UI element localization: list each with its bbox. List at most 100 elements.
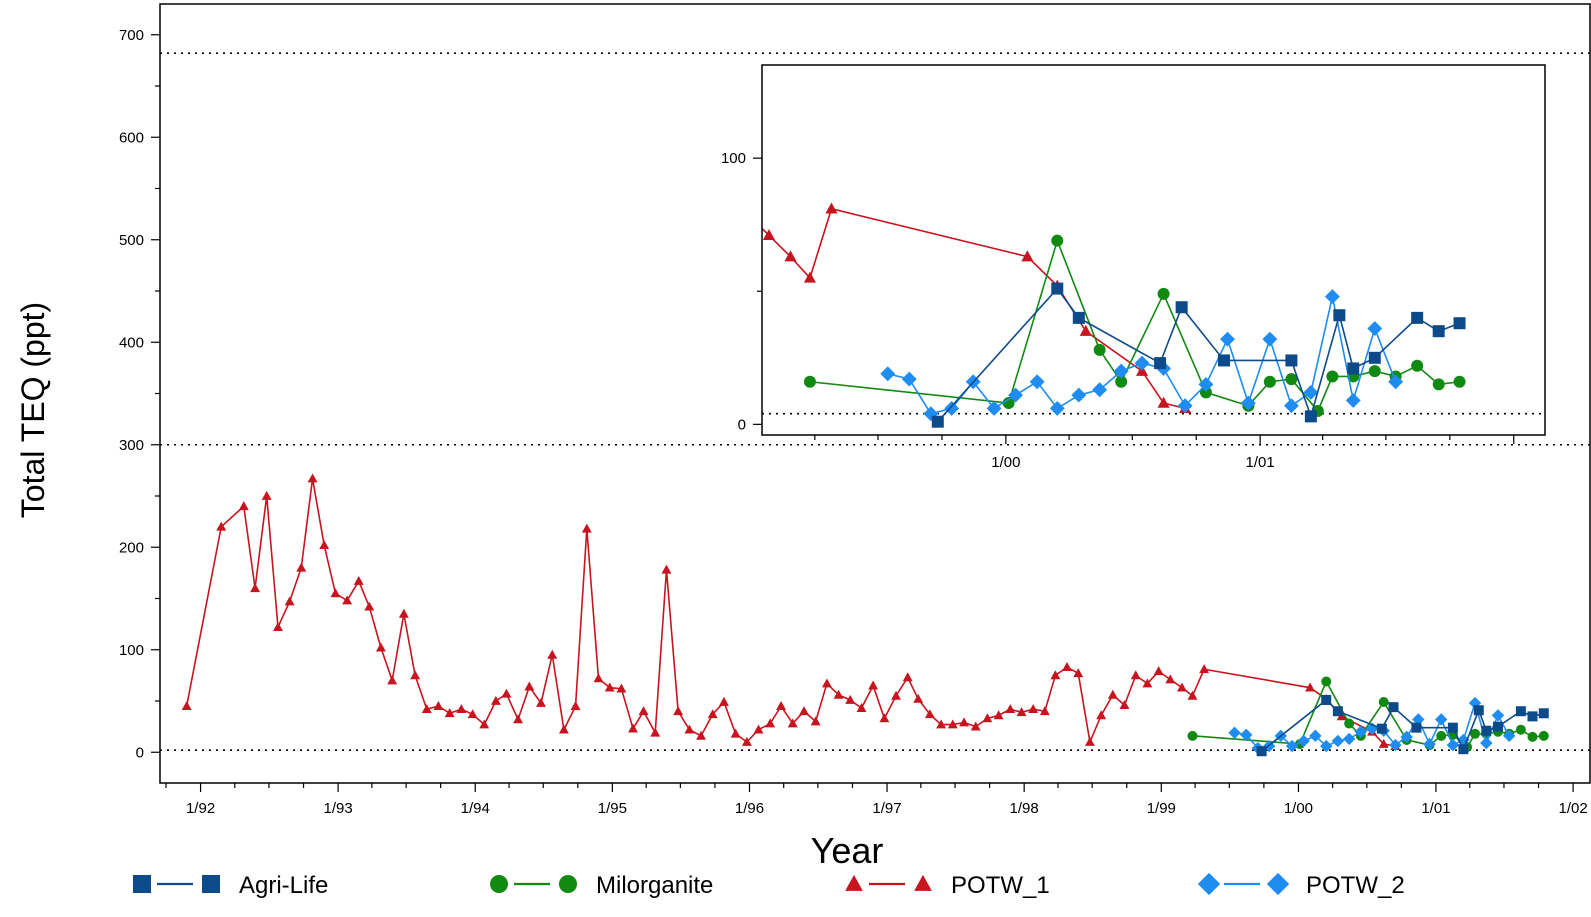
data-point-potw-1-12	[353, 575, 364, 585]
inset-data-point-potw-1-85	[803, 271, 816, 283]
inset-data-point-potw-2-17	[1240, 395, 1256, 411]
inset-data-point-potw-2-11	[1113, 363, 1129, 379]
data-point-potw-1-0	[181, 700, 192, 710]
main-reference-lines	[160, 52, 1590, 752]
inset-data-point-potw-2-8	[1049, 400, 1065, 416]
inset-data-point-potw-2-3	[944, 400, 960, 416]
data-point-potw-1-37	[638, 706, 649, 716]
data-point-potw-1-62	[924, 709, 935, 719]
data-point-potw-2-15	[1400, 730, 1413, 744]
data-point-potw-1-60	[902, 672, 913, 682]
legend-label-agri-life: Agri-Life	[239, 872, 328, 899]
inset-data-point-milorganite-2	[1051, 234, 1064, 247]
data-point-milorganite-8	[1436, 730, 1447, 741]
data-point-potw-1-45	[730, 728, 741, 738]
data-point-potw-1-54	[833, 689, 844, 699]
data-point-agri-life-10	[1492, 721, 1503, 732]
x-tick-label-1-97: 1/97	[872, 800, 901, 817]
data-point-agri-life-13	[1538, 708, 1549, 719]
inset-data-point-potw-2-22	[1345, 392, 1361, 408]
data-point-milorganite-16	[1527, 731, 1538, 742]
data-point-potw-1-83	[1165, 674, 1176, 684]
x-tick-label-1-00: 1/00	[1284, 800, 1313, 817]
data-point-potw-2-20	[1457, 733, 1470, 747]
data-point-milorganite-17	[1538, 730, 1549, 741]
inset-axes: 0 100 1/00 1/01	[721, 150, 1515, 471]
data-point-potw-2-7	[1309, 729, 1322, 743]
data-point-potw-1-77	[1096, 710, 1107, 720]
data-point-potw-2-12	[1365, 722, 1379, 735]
inset-data-point-potw-2-7	[1029, 374, 1045, 390]
inset-series-milorganite	[803, 234, 1466, 418]
data-point-potw-1-21	[456, 704, 467, 714]
legend-marker-agri-life	[202, 875, 220, 893]
series-agri-life	[1256, 694, 1549, 757]
legend-item-potw-2: POTW_2	[1197, 872, 1405, 899]
inset-data-point-agri-life-4	[1175, 301, 1188, 314]
data-point-agri-life-4	[1388, 702, 1399, 713]
inset-x-tick-label-1-00: 1/00	[991, 454, 1020, 471]
data-point-potw-1-4	[261, 490, 272, 500]
data-point-potw-2-24	[1503, 729, 1516, 743]
data-point-potw-1-8	[307, 473, 318, 483]
inset-data-point-potw-1-91	[1157, 396, 1170, 408]
data-point-potw-1-25	[501, 688, 512, 698]
inset-data-point-agri-life-5	[1218, 354, 1231, 367]
data-point-potw-1-87	[1305, 682, 1316, 692]
data-point-potw-1-82	[1153, 666, 1164, 676]
data-point-potw-1-9	[319, 540, 330, 550]
x-tick-label-1-01: 1/01	[1421, 800, 1450, 817]
data-point-potw-2-11	[1354, 725, 1368, 738]
data-point-potw-1-28	[536, 697, 546, 707]
data-point-potw-1-11	[342, 595, 353, 605]
data-point-potw-1-76	[1084, 736, 1095, 746]
data-point-potw-1-18	[421, 704, 432, 714]
x-tick-label-1-02: 1/02	[1558, 800, 1587, 817]
x-tick-label-1-98: 1/98	[1010, 800, 1039, 817]
data-point-potw-1-10	[330, 588, 341, 598]
data-point-potw-1-1	[216, 521, 227, 531]
data-point-milorganite-0	[1187, 730, 1198, 741]
inset-data-point-milorganite-9	[1285, 373, 1298, 386]
data-point-potw-1-52	[810, 716, 821, 726]
data-point-potw-1-29	[547, 649, 558, 659]
inset-data-point-potw-1-83	[762, 229, 775, 241]
legend-marker-potw-2	[1266, 872, 1290, 896]
inset-data-point-potw-2-20	[1303, 384, 1319, 400]
inset-data-point-milorganite-11	[1326, 370, 1339, 383]
data-point-potw-1-78	[1107, 689, 1118, 699]
legend-item-potw-1: POTW_1	[845, 872, 1050, 899]
data-point-potw-2-1	[1240, 728, 1253, 742]
x-tick-label-1-94: 1/94	[461, 800, 490, 817]
data-point-potw-1-44	[719, 696, 729, 706]
data-point-milorganite-5	[1378, 697, 1389, 708]
data-point-potw-1-72	[1039, 706, 1050, 716]
inset-data-point-potw-2-12	[1134, 355, 1150, 371]
data-point-potw-1-15	[387, 675, 398, 685]
inset-background	[762, 65, 1545, 435]
data-point-potw-2-23	[1491, 709, 1505, 722]
data-point-potw-1-57	[868, 680, 879, 690]
data-point-potw-2-8	[1320, 739, 1333, 753]
data-point-potw-1-22	[467, 709, 478, 719]
data-point-potw-2-19	[1446, 738, 1460, 752]
data-point-potw-1-32	[581, 523, 592, 533]
inset-data-point-potw-2-21	[1324, 289, 1340, 305]
legend-marker-milorganite	[490, 875, 508, 893]
inset-data-point-milorganite-8	[1263, 375, 1276, 388]
data-point-agri-life-9	[1481, 725, 1492, 736]
data-point-potw-1-86	[1199, 664, 1210, 674]
data-point-potw-1-23	[479, 719, 490, 729]
data-point-potw-1-42	[696, 730, 706, 740]
data-point-milorganite-2	[1321, 676, 1332, 687]
inset-data-point-agri-life-6	[1285, 354, 1298, 367]
data-point-potw-1-71	[1028, 704, 1039, 714]
data-point-potw-1-80	[1130, 670, 1141, 680]
data-point-potw-1-26	[513, 714, 524, 724]
data-point-potw-2-14	[1389, 738, 1402, 752]
data-point-agri-life-0	[1256, 746, 1267, 757]
inset-data-point-agri-life-0	[931, 415, 944, 428]
data-point-agri-life-12	[1527, 711, 1538, 722]
data-point-agri-life-11	[1515, 706, 1526, 717]
